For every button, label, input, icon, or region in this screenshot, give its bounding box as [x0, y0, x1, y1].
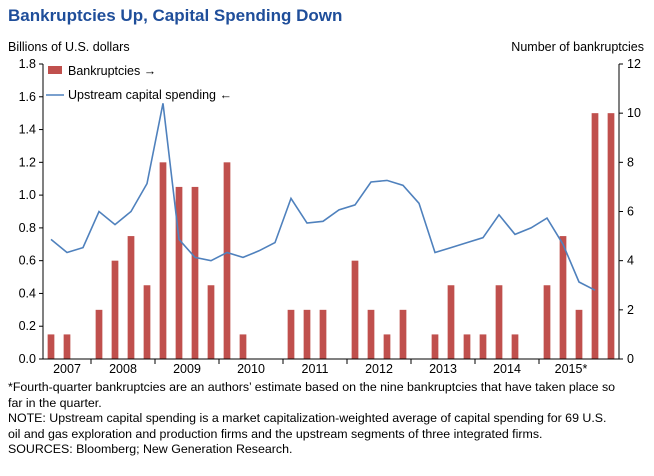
left-tick-label: 0.2	[19, 319, 36, 333]
right-tick-label: 0	[627, 352, 634, 366]
x-year-label: 2013	[429, 362, 457, 376]
x-year-label: 2010	[237, 362, 265, 376]
left-tick-label: 1.8	[19, 57, 36, 71]
bankruptcy-bar	[351, 260, 359, 359]
x-year-label: 2014	[493, 362, 521, 376]
bankruptcy-bar	[95, 309, 103, 359]
right-tick-label: 12	[627, 57, 641, 71]
x-year-label: 2011	[302, 362, 329, 376]
chart-canvas: 0.0 0.2 0.4 0.6 0.8 1.0 1.2 1.4 1.6 1.8 0 2 4 6 8 10 12 2…	[19, 57, 641, 376]
bankruptcy-bar	[367, 309, 375, 359]
bankruptcy-bar	[559, 236, 567, 359]
legend: Bankruptcies → Upstream capital spending…	[46, 64, 232, 102]
right-tick-label: 6	[627, 205, 634, 219]
bankruptcy-bar	[207, 285, 215, 359]
bankruptcy-bar	[495, 285, 503, 359]
bankruptcy-bar	[607, 113, 615, 360]
notes-block: *Fourth-quarter bankruptcies are an auth…	[8, 380, 620, 458]
note-text: NOTE: Upstream capital spending is a mar…	[8, 411, 607, 441]
x-year-label: 2012	[365, 362, 393, 376]
legend-line-label: Upstream capital spending ←	[68, 88, 232, 102]
bankruptcy-bar	[399, 309, 407, 359]
left-tick-label: 1.6	[19, 90, 36, 104]
bankruptcy-bar	[223, 162, 231, 359]
right-tick-label: 10	[627, 106, 641, 120]
bankruptcy-bar	[543, 285, 551, 359]
bankruptcy-bar	[303, 309, 311, 359]
bankruptcy-bar	[463, 334, 471, 359]
left-tick-label: 1.4	[19, 123, 36, 137]
x-year-label: 2008	[109, 362, 137, 376]
bankruptcy-bar	[239, 334, 247, 359]
bankruptcy-bar	[591, 113, 599, 360]
bankruptcy-bar	[431, 334, 439, 359]
bankruptcy-bar	[159, 162, 167, 359]
right-tick-label: 2	[627, 303, 634, 317]
left-axis-caption: Billions of U.S. dollars	[8, 40, 130, 54]
bankruptcy-bar	[47, 334, 55, 359]
bankruptcy-bar	[319, 309, 327, 359]
bankruptcy-bar	[111, 260, 119, 359]
bankruptcy-bar	[383, 334, 391, 359]
legend-bar-label: Bankruptcies →	[68, 64, 156, 78]
bankruptcy-bar	[191, 186, 199, 359]
x-year-label: 2009	[173, 362, 201, 376]
x-year-label: 2015*	[555, 362, 588, 376]
bankruptcy-bar	[447, 285, 455, 359]
footnote-text: *Fourth-quarter bankruptcies are an auth…	[8, 380, 616, 410]
bankruptcy-bar	[511, 334, 519, 359]
bankruptcy-bars	[47, 113, 615, 360]
bankruptcy-bar	[479, 334, 487, 359]
left-tick-label: 1.2	[19, 155, 36, 169]
left-tick-label: 0.4	[19, 286, 36, 300]
bankruptcy-bar	[63, 334, 71, 359]
left-tick-label: 0.6	[19, 254, 36, 268]
right-tick-label: 8	[627, 155, 634, 169]
bankruptcy-bar	[287, 309, 295, 359]
sources-text: SOURCES: Bloomberg; New Generation Resea…	[8, 442, 293, 456]
right-axis-caption: Number of bankruptcies	[511, 40, 644, 54]
bankruptcy-bar	[143, 285, 151, 359]
bankruptcy-bar	[127, 236, 135, 359]
capital-spending-line-layer	[50, 103, 596, 291]
left-tick-label: 0.8	[19, 221, 36, 235]
capital-spending-line	[50, 103, 596, 291]
chart-title: Bankruptcies Up, Capital Spending Down	[8, 6, 343, 25]
right-tick-label: 4	[627, 254, 634, 268]
x-year-label: 2007	[53, 362, 81, 376]
left-tick-label: 0.0	[19, 352, 36, 366]
legend-bar-swatch	[48, 66, 62, 74]
bankruptcy-bar	[175, 186, 183, 359]
left-tick-label: 1.0	[19, 188, 36, 202]
axes: 0.0 0.2 0.4 0.6 0.8 1.0 1.2 1.4 1.6 1.8 0 2 4 6 8 10 12 2…	[19, 57, 641, 376]
bankruptcy-bar	[575, 309, 583, 359]
